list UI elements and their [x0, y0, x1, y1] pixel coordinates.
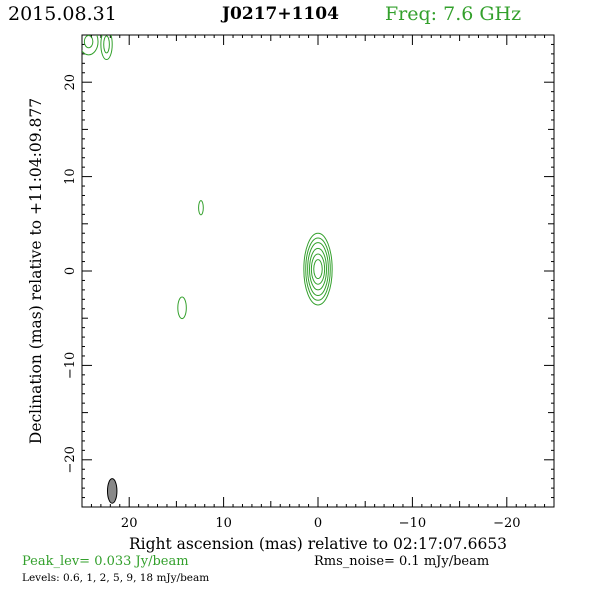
plot-frame [81, 34, 555, 508]
y-tick-label-0: 20 [63, 74, 78, 91]
y-tick-label-3: −10 [63, 352, 78, 379]
x-tick-label-0: 20 [121, 516, 138, 531]
contour-c3-l0 [100, 35, 113, 61]
x-tick-label-3: −10 [399, 516, 426, 531]
x-tick-label-2: 0 [314, 516, 322, 531]
contour-c0-l4 [310, 253, 326, 285]
contour-c0-l0 [303, 232, 333, 306]
contour-c2-l0 [177, 296, 187, 320]
y-axis-label: Declination (mas) relative to +11:04:09.… [27, 98, 45, 444]
axis-ticks [81, 34, 555, 508]
beam-ellipse-group [106, 478, 118, 504]
source-name: J0217+1104 [222, 4, 339, 24]
rms-noise: Rms_noise= 0.1 mJy/beam [314, 554, 490, 569]
y-tick-label-4: −20 [63, 446, 78, 473]
x-tick-labels: 20 10 0 −10 −20 [121, 516, 521, 531]
y-tick-labels: 20 10 0 −10 −20 [63, 74, 78, 474]
contour-c4-l1 [83, 35, 94, 49]
y-tick-label-2: 0 [63, 267, 78, 275]
contour-lines [82, 35, 333, 320]
contour-c0-l5 [313, 259, 323, 280]
peak-level: Peak_lev= 0.033 Jy/beam [22, 554, 189, 569]
x-tick-label-4: −20 [493, 516, 520, 531]
contour-levels: Levels: 0.6, 1, 2, 5, 9, 18 mJy/beam [22, 572, 210, 584]
contour-c3-l1 [103, 35, 110, 54]
observation-date: 2015.08.31 [8, 3, 117, 25]
beam-ellipse [106, 478, 118, 504]
x-axis-label: Right ascension (mas) relative to 02:17:… [129, 535, 507, 553]
contour-c4-l0 [82, 35, 99, 56]
x-tick-label-1: 10 [215, 516, 232, 531]
frequency-label: Freq: 7.6 GHz [385, 3, 522, 25]
contour-c1-l0 [198, 200, 204, 216]
contour-c0-l1 [305, 237, 331, 301]
contour-c0-l3 [309, 247, 327, 291]
y-tick-label-1: 10 [63, 168, 78, 185]
contour-c0-l2 [307, 242, 329, 297]
